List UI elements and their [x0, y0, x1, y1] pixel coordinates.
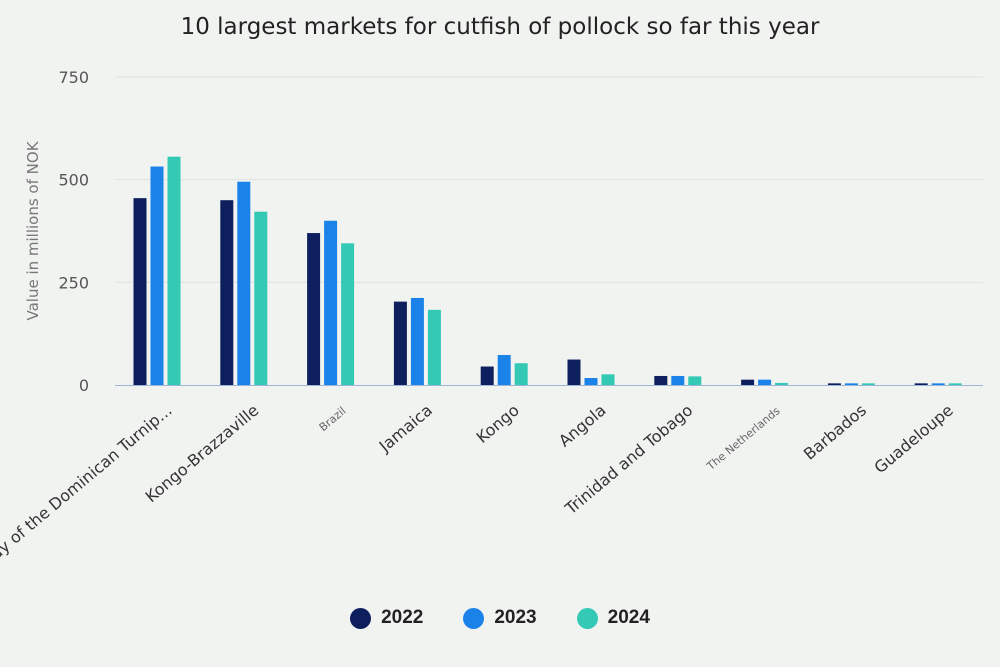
bar-2022 [654, 375, 668, 385]
legend-swatch [463, 607, 485, 629]
bar-2024 [861, 383, 875, 385]
bar-2023 [931, 383, 945, 385]
bar-2023 [150, 166, 164, 385]
y-tick-label: 0 [79, 376, 89, 395]
bar-2024 [341, 243, 355, 385]
y-tick-label: 250 [58, 273, 89, 292]
legend-label: 2024 [607, 607, 650, 628]
x-tick-label: Kongo [473, 401, 523, 447]
bar-2024 [427, 309, 441, 385]
bar-2024 [167, 156, 181, 385]
bar-2022 [567, 359, 581, 385]
bar-2023 [671, 375, 685, 385]
bar-2024 [775, 382, 789, 385]
y-tick-label: 750 [58, 68, 89, 87]
bar-2022 [307, 233, 321, 385]
x-tick-label: Barbados [800, 401, 870, 464]
bar-2024 [254, 211, 268, 385]
x-tick-label: Jamaica [375, 401, 436, 457]
x-tick-label: Brazil [317, 404, 349, 434]
bar-2024 [948, 383, 962, 385]
x-tick-label: The Netherlands [704, 404, 783, 473]
bar-2023 [758, 379, 772, 385]
bar-2024 [601, 374, 615, 385]
legend-item-2022[interactable]: 2022 [350, 607, 423, 629]
legend-swatch [576, 607, 598, 629]
legend: 2022 2023 2024 [0, 607, 1000, 629]
bar-2022 [220, 200, 234, 385]
chart-title: 10 largest markets for cutfish of polloc… [180, 14, 820, 40]
bar-2023 [237, 181, 251, 385]
bar-2023 [584, 378, 598, 385]
legend-swatch [350, 607, 372, 629]
legend-label: 2023 [494, 607, 537, 628]
bar-2023 [410, 297, 424, 385]
bar-2024 [514, 363, 528, 385]
x-tick-label: Guadeloupe [870, 401, 956, 478]
y-tick-label: 500 [58, 171, 89, 190]
bar-2022 [741, 379, 755, 385]
legend-item-2023[interactable]: 2023 [463, 607, 537, 629]
bar-2024 [688, 376, 702, 385]
y-axis-label: Value in millions of NOK [24, 140, 42, 320]
legend-label: 2022 [381, 607, 424, 628]
x-tick-label: Angola [555, 401, 610, 451]
bar-2022 [827, 383, 841, 385]
legend-item-2024[interactable]: 2024 [576, 607, 650, 629]
bar-2022 [133, 198, 147, 385]
bar-2022 [914, 383, 928, 385]
bar-2022 [393, 301, 407, 385]
bar-2023 [844, 383, 858, 385]
bar-2023 [324, 220, 338, 385]
bar-2023 [497, 355, 511, 385]
bar-2022 [480, 366, 494, 385]
